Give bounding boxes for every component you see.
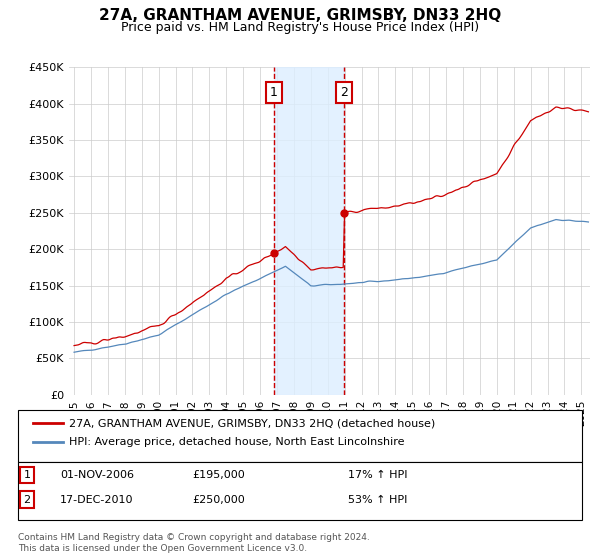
Bar — [274, 67, 344, 395]
Text: HPI: Average price, detached house, North East Lincolnshire: HPI: Average price, detached house, Nort… — [69, 437, 404, 447]
Text: £250,000: £250,000 — [192, 494, 245, 505]
Text: 17% ↑ HPI: 17% ↑ HPI — [348, 470, 407, 480]
Text: 17-DEC-2010: 17-DEC-2010 — [60, 494, 133, 505]
Text: 53% ↑ HPI: 53% ↑ HPI — [348, 494, 407, 505]
Text: Price paid vs. HM Land Registry's House Price Index (HPI): Price paid vs. HM Land Registry's House … — [121, 21, 479, 34]
Text: 2: 2 — [340, 86, 348, 99]
Text: 27A, GRANTHAM AVENUE, GRIMSBY, DN33 2HQ: 27A, GRANTHAM AVENUE, GRIMSBY, DN33 2HQ — [99, 8, 501, 24]
Text: 27A, GRANTHAM AVENUE, GRIMSBY, DN33 2HQ (detached house): 27A, GRANTHAM AVENUE, GRIMSBY, DN33 2HQ … — [69, 418, 435, 428]
Text: 01-NOV-2006: 01-NOV-2006 — [60, 470, 134, 480]
Text: 2: 2 — [23, 494, 31, 505]
Text: 1: 1 — [270, 86, 278, 99]
Text: 1: 1 — [23, 470, 31, 480]
Text: £195,000: £195,000 — [192, 470, 245, 480]
Text: Contains HM Land Registry data © Crown copyright and database right 2024.: Contains HM Land Registry data © Crown c… — [18, 533, 370, 542]
Text: This data is licensed under the Open Government Licence v3.0.: This data is licensed under the Open Gov… — [18, 544, 307, 553]
